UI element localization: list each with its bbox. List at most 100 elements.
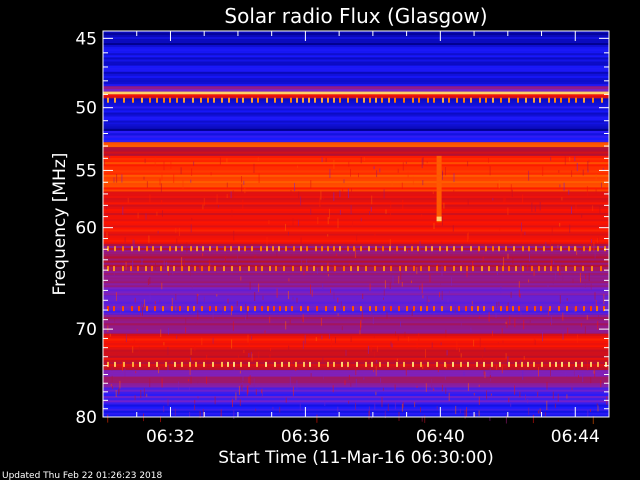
interference-spike bbox=[517, 97, 519, 103]
interference-spike bbox=[406, 306, 408, 312]
band-row bbox=[103, 357, 609, 360]
speckle bbox=[180, 167, 182, 175]
interference-spike bbox=[371, 361, 373, 367]
speckle bbox=[269, 354, 271, 358]
speckle bbox=[141, 301, 143, 311]
frequency-band bbox=[103, 130, 609, 143]
interference-spike bbox=[460, 361, 462, 367]
speckle bbox=[421, 283, 423, 294]
speckle bbox=[582, 169, 584, 176]
speckle bbox=[251, 353, 253, 362]
speckle bbox=[244, 187, 246, 194]
speckle bbox=[598, 236, 599, 241]
speckle bbox=[537, 391, 539, 397]
interference-spike bbox=[333, 246, 335, 252]
speckle bbox=[447, 298, 449, 303]
speckle bbox=[518, 281, 520, 288]
speckle bbox=[335, 253, 337, 256]
speckle bbox=[371, 195, 373, 205]
interference-spike bbox=[568, 361, 570, 367]
speckle bbox=[566, 298, 568, 301]
band-row bbox=[103, 49, 609, 52]
speckle bbox=[520, 264, 522, 271]
interference-spike bbox=[601, 97, 603, 103]
speckle bbox=[500, 286, 502, 294]
band-row bbox=[103, 35, 609, 38]
band-row bbox=[103, 162, 609, 165]
speckle bbox=[160, 416, 161, 423]
speckle bbox=[453, 173, 455, 182]
speckle bbox=[398, 275, 400, 284]
speckle bbox=[563, 182, 565, 191]
band-row bbox=[103, 137, 609, 141]
speckle bbox=[402, 199, 404, 210]
interference-spike bbox=[273, 306, 275, 312]
speckle bbox=[342, 188, 344, 193]
speckle bbox=[581, 214, 583, 218]
interference-spike bbox=[390, 306, 392, 312]
speckle bbox=[591, 243, 593, 251]
band-row bbox=[103, 133, 609, 136]
speckle bbox=[226, 158, 228, 164]
interference-spike bbox=[381, 97, 383, 103]
speckle bbox=[287, 291, 289, 300]
speckle bbox=[141, 258, 143, 265]
interference-spike bbox=[347, 361, 349, 367]
interference-spike bbox=[575, 97, 577, 103]
speckle bbox=[602, 167, 604, 171]
speckle bbox=[321, 335, 323, 340]
speckle bbox=[375, 366, 377, 376]
speckle bbox=[532, 414, 534, 423]
interference-spike bbox=[369, 97, 371, 103]
speckle bbox=[373, 166, 375, 170]
frequency-band bbox=[103, 155, 609, 192]
band-row bbox=[103, 329, 609, 332]
speckle bbox=[443, 202, 445, 209]
interference-spike bbox=[174, 361, 176, 367]
speckle bbox=[311, 289, 313, 297]
interference-spike bbox=[470, 246, 472, 252]
speckle bbox=[113, 177, 115, 183]
interference-spike bbox=[477, 306, 479, 312]
interference-spike bbox=[433, 306, 435, 312]
interference-spike bbox=[145, 266, 147, 272]
interference-spike bbox=[283, 266, 285, 272]
speckle bbox=[376, 345, 378, 352]
interference-spike bbox=[139, 361, 141, 367]
interference-spike bbox=[453, 246, 455, 252]
band-row bbox=[103, 176, 609, 179]
interference-spike bbox=[356, 97, 358, 103]
interference-spike bbox=[528, 246, 530, 252]
speckle bbox=[350, 361, 352, 366]
band-row bbox=[103, 219, 609, 222]
speckle bbox=[594, 368, 596, 378]
band-row bbox=[103, 266, 609, 269]
speckle bbox=[551, 227, 553, 236]
interference-spike bbox=[163, 97, 165, 103]
speckle bbox=[247, 334, 249, 343]
speckle bbox=[484, 347, 486, 352]
band-row bbox=[103, 295, 609, 298]
interference-spike bbox=[379, 361, 381, 367]
speckle bbox=[392, 275, 394, 285]
speckle bbox=[594, 251, 596, 259]
band-row bbox=[103, 217, 609, 220]
interference-spike bbox=[314, 97, 316, 103]
speckle bbox=[368, 406, 370, 416]
speckle bbox=[219, 157, 221, 165]
frequency-band bbox=[103, 243, 609, 276]
speckle bbox=[511, 189, 513, 197]
speckle bbox=[161, 378, 163, 388]
speckle bbox=[298, 219, 300, 226]
speckle bbox=[343, 179, 345, 184]
speckle bbox=[385, 209, 387, 214]
speckle bbox=[244, 316, 246, 321]
speckle bbox=[294, 182, 295, 191]
speckle bbox=[161, 200, 163, 205]
speckle bbox=[246, 386, 248, 396]
speckle bbox=[429, 274, 431, 283]
band-row bbox=[103, 108, 609, 111]
speckle bbox=[149, 292, 151, 301]
speckle bbox=[519, 391, 521, 398]
speckle bbox=[441, 265, 443, 276]
